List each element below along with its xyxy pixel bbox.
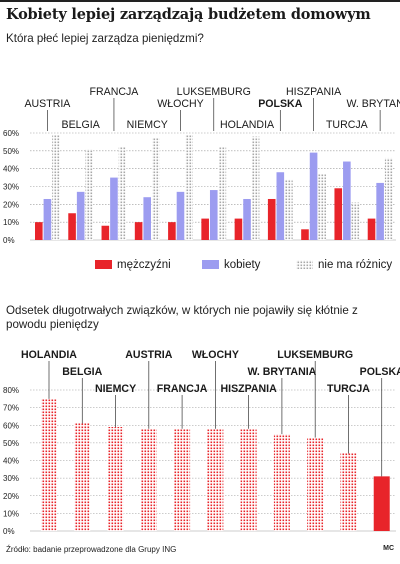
chart1-y-tick: 20% <box>3 200 19 209</box>
chart1-women-bar <box>309 152 318 240</box>
chart2-category-label: LUKSEMBURG <box>277 349 353 361</box>
chart1-nodiff-bar <box>251 136 260 240</box>
top-rule <box>0 0 400 2</box>
chart1-women-bar <box>276 172 285 240</box>
chart1-y-tick: 0% <box>3 236 15 245</box>
chart2: 0% 10% 20% 30% 40% 50% 60% 70% 80% HOLANDIA BELGIA… <box>3 349 400 536</box>
chart2-subtitle: Odsetek długotrwałych związków, w któryc… <box>6 304 358 331</box>
chart1-women-bar <box>176 191 185 240</box>
chart2-bar <box>307 437 324 531</box>
legend-women-label: kobiety <box>224 259 261 271</box>
chart1-y-tick: 10% <box>3 218 19 227</box>
chart2-y-tick: 60% <box>3 421 19 430</box>
chart1-men-bar <box>101 225 110 240</box>
chart1-men-bar <box>134 222 143 240</box>
chart1-nodiff-bar <box>351 202 360 240</box>
chart2-category-label: NIEMCY <box>95 383 136 395</box>
chart1-category-label: HOLANDIA <box>220 119 275 131</box>
chart1-men-bar <box>334 188 343 240</box>
chart1-nodiff-bar <box>285 179 293 240</box>
chart1-men-bar <box>35 222 43 240</box>
chart2-y-tick: 50% <box>3 439 19 448</box>
chart2-y-tick: 70% <box>3 404 19 413</box>
chart2-category-label: BELGIA <box>62 366 102 378</box>
chart2-category-label: AUSTRIA <box>125 349 172 361</box>
chart1-men-bar <box>301 229 309 240</box>
source-note: Źródło: badanie przeprowadzone dla Grupy… <box>6 545 177 554</box>
chart2-bar <box>140 428 157 531</box>
chart1-nodiff-bar <box>52 134 60 240</box>
chart1-women-bar <box>376 182 384 240</box>
chart1-men-bar <box>234 218 243 240</box>
chart2-y-tick: 40% <box>3 457 19 466</box>
chart1-nodiff-bar <box>185 134 193 240</box>
author-credit: MC <box>383 545 394 552</box>
chart2-bar <box>74 423 91 531</box>
chart2-y-tick: 80% <box>3 386 19 395</box>
chart2-bar <box>240 428 257 531</box>
chart1-category-label: HISZPANIA <box>286 86 342 98</box>
chart1-women-bar <box>110 177 118 240</box>
chart2-y-tick: 10% <box>3 509 19 518</box>
chart2-bar <box>41 398 57 531</box>
legend-men-label: mężczyźni <box>117 259 171 271</box>
chart1-category-label: WŁOCHY <box>157 98 204 110</box>
chart1-women-bar <box>143 197 152 240</box>
chart1-category-label: W. BRYTANIA <box>346 98 400 110</box>
chart2-y-tick: 30% <box>3 474 19 483</box>
chart1-category-label: TURCJA <box>326 119 369 131</box>
chart1-men-bar <box>68 213 76 240</box>
legend-men-swatch <box>95 260 112 269</box>
chart1-men-bar <box>201 218 209 240</box>
chart1-nodiff-bar <box>318 174 326 240</box>
chart2-category-label: HISZPANIA <box>220 383 277 395</box>
legend-nodiff-label: nie ma różnicy <box>318 259 392 271</box>
chart1-men-bar <box>168 222 176 240</box>
chart2-bar <box>340 453 357 531</box>
chart2-bar <box>373 476 390 531</box>
chart1-category-label: NIEMCY <box>127 119 168 131</box>
chart1-men-bar <box>267 198 276 240</box>
page-title: Kobiety lepiej zarządzają budżetem domow… <box>6 6 371 23</box>
chart2-category-label: W. BRYTANIA <box>247 366 316 378</box>
chart1-y-tick: 40% <box>3 165 19 174</box>
chart1-category-label: BELGIA <box>62 119 101 131</box>
chart2-bar <box>174 428 191 531</box>
chart2-bar <box>273 434 290 531</box>
chart1-nodiff-bar <box>218 147 227 240</box>
chart2-category-label: TURCJA <box>327 383 370 395</box>
chart1-men-bar <box>367 218 376 240</box>
chart2-bar <box>207 428 224 531</box>
chart1-nodiff-bar <box>118 147 127 240</box>
chart2-category-label: POLSKA <box>360 366 400 378</box>
chart1-category-label: POLSKA <box>258 98 302 110</box>
legend-women-swatch <box>202 260 219 269</box>
chart1-nodiff-bar <box>152 138 160 240</box>
chart2-y-tick: 0% <box>3 527 15 536</box>
chart1-y-tick: 50% <box>3 147 19 156</box>
chart1-nodiff-bar <box>85 149 94 240</box>
chart1-women-bar <box>76 191 85 240</box>
chart1-women-bar <box>343 161 351 240</box>
chart1-women-bar <box>209 190 218 240</box>
chart1-category-label: AUSTRIA <box>24 98 71 110</box>
chart1: 0% 10% 20% 30% 40% 50% 60% AUSTRIA BELGIA FRANCJA… <box>3 86 400 271</box>
chart2-category-label: HOLANDIA <box>21 349 77 361</box>
legend-nodiff-swatch <box>296 260 313 269</box>
chart1-category-label: LUKSEMBURG <box>177 86 251 98</box>
chart1-women-bar <box>43 198 52 240</box>
chart2-category-label: WŁOCHY <box>192 349 239 361</box>
chart2-category-label: FRANCJA <box>157 383 208 395</box>
chart1-nodiff-bar <box>384 157 393 240</box>
chart1-category-label: FRANCJA <box>90 86 140 98</box>
chart1-y-tick: 30% <box>3 183 19 192</box>
chart1-subtitle: Która płeć lepiej zarządza pieniędzmi? <box>6 32 204 45</box>
chart1-y-tick: 60% <box>3 129 19 138</box>
chart2-y-tick: 20% <box>3 492 19 501</box>
chart2-bar <box>107 427 124 531</box>
chart1-women-bar <box>243 198 251 240</box>
